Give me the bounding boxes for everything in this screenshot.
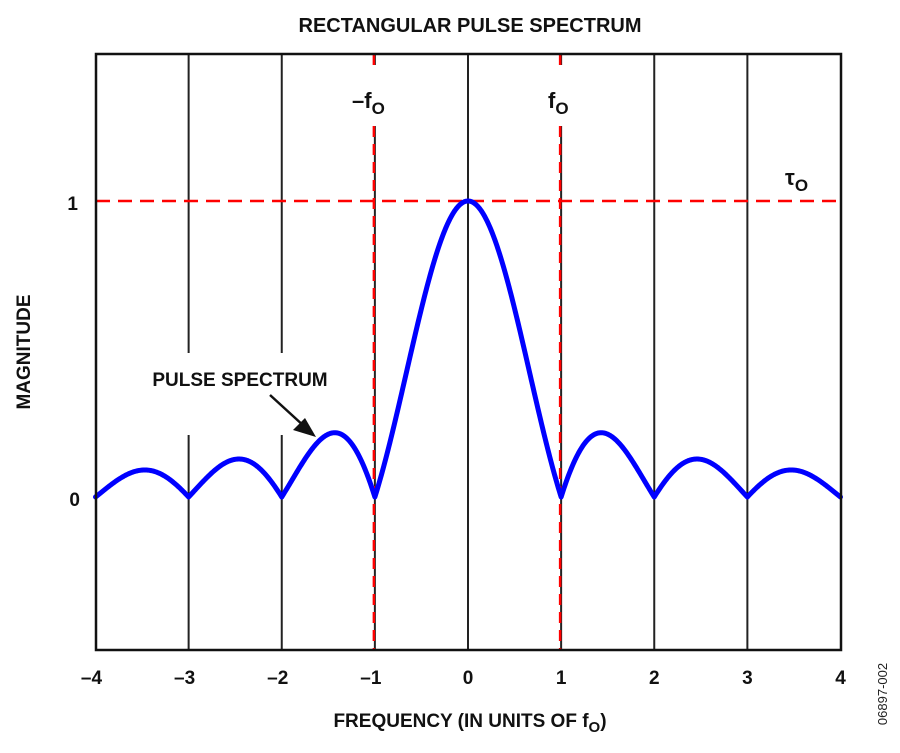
x-tick-label: 2 [649,668,660,689]
x-tick-label: 3 [742,668,753,689]
plot-frame [94,52,843,652]
x-axis-label: FREQUENCY (IN UNITS OF fO) [333,711,606,736]
neg-fo-label: –fO [352,88,385,118]
grid-lines [187,54,749,650]
annotation-arrow [269,394,316,437]
x-tick-label: 1 [556,668,567,689]
tau-o-label: τO [785,165,808,195]
x-tick-labels: –4 –3 –2 –1 0 1 2 3 4 [81,668,846,689]
chart-title: RECTANGULAR PULSE SPECTRUM [299,15,642,37]
y-tick-label-0: 0 [69,490,80,511]
fo-label: fO [548,88,569,118]
x-tick-label: 0 [463,668,474,689]
reference-lines [96,54,841,650]
y-axis-label: MAGNITUDE [14,294,35,409]
x-tick-label: 4 [835,668,846,689]
x-tick-label: –1 [360,668,382,689]
x-tick-label: –2 [267,668,288,689]
x-tick-label: –4 [81,668,103,689]
x-tick-label: –3 [174,668,195,689]
y-tick-label-1: 1 [67,194,78,215]
pulse-spectrum-annotation: PULSE SPECTRUM [152,370,327,391]
figure-code: 06897-002 [875,663,890,725]
pulse-spectrum-curve [93,198,843,500]
